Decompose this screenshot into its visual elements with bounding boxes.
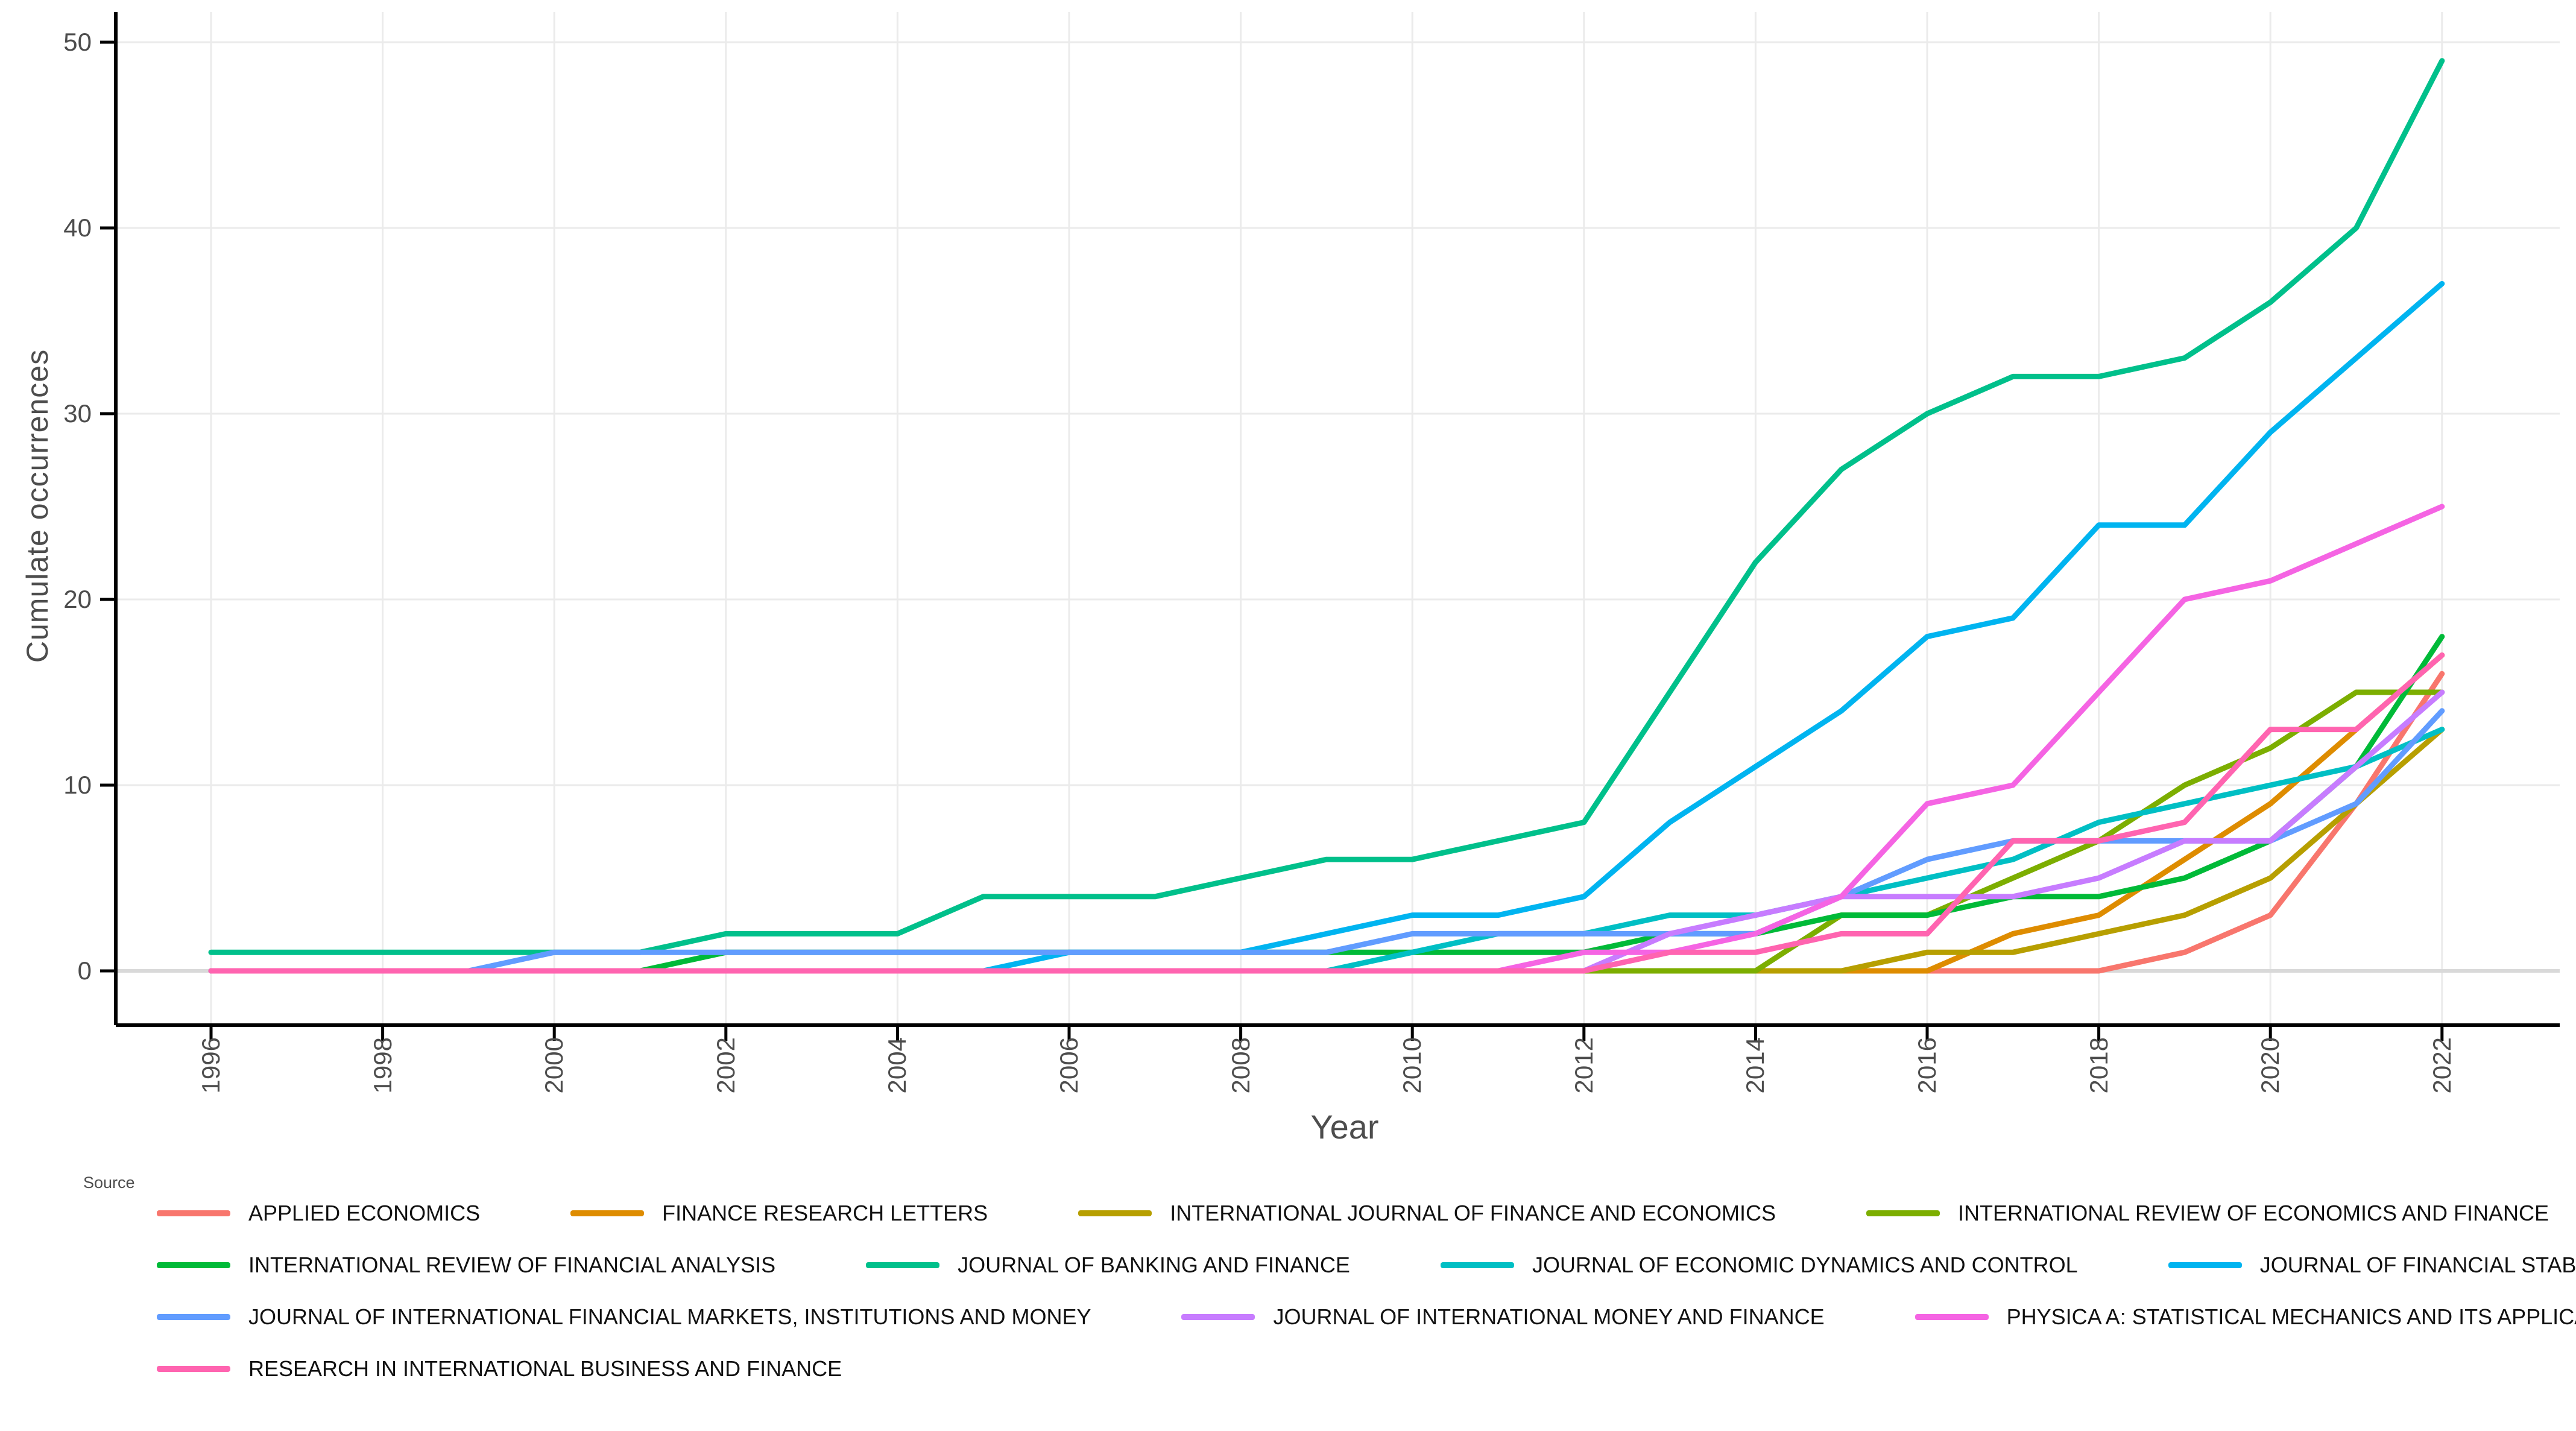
legend-key-swatch bbox=[157, 1262, 230, 1268]
legend-item: INTERNATIONAL REVIEW OF ECONOMICS AND FI… bbox=[1866, 1201, 2549, 1226]
legend-item: JOURNAL OF BANKING AND FINANCE bbox=[866, 1253, 1350, 1278]
x-tick-label-2012: 2012 bbox=[1569, 1037, 1598, 1094]
legend-row-1: APPLIED ECONOMICS FINANCE RESEARCH LETTER… bbox=[157, 1201, 2551, 1226]
series-line-research-in-international-business-and-finance bbox=[208, 652, 2445, 974]
series-line-finance-research-letters bbox=[208, 652, 2445, 974]
y-tick-label-10: 10 bbox=[63, 771, 92, 799]
legend-item: JOURNAL OF INTERNATIONAL MONEY AND FINAN… bbox=[1181, 1304, 1825, 1330]
legend-key-swatch bbox=[157, 1314, 230, 1320]
legend-item-label: PHYSICA A: STATISTICAL MECHANICS AND ITS… bbox=[2006, 1304, 2576, 1329]
x-axis-title: Year bbox=[1310, 1108, 1379, 1146]
x-tick-label-2010: 2010 bbox=[1398, 1037, 1427, 1094]
legend-item: PHYSICA A: STATISTICAL MECHANICS AND ITS… bbox=[1915, 1304, 2576, 1330]
x-tick-label-2006: 2006 bbox=[1055, 1037, 1083, 1094]
y-tick-label-30: 30 bbox=[63, 399, 92, 428]
legend-item-label: INTERNATIONAL JOURNAL OF FINANCE AND ECO… bbox=[1170, 1201, 1776, 1225]
x-tick-label-2014: 2014 bbox=[1741, 1037, 1770, 1094]
legend-item-label: RESEARCH IN INTERNATIONAL BUSINESS AND F… bbox=[248, 1356, 842, 1381]
legend-rows: APPLIED ECONOMICS FINANCE RESEARCH LETTER… bbox=[78, 1201, 2576, 1382]
x-tick-label-2004: 2004 bbox=[883, 1037, 912, 1094]
legend-item: APPLIED ECONOMICS bbox=[157, 1201, 480, 1226]
legend-item-label: APPLIED ECONOMICS bbox=[248, 1201, 481, 1225]
legend-row-2: INTERNATIONAL REVIEW OF FINANCIAL ANALYS… bbox=[157, 1253, 2576, 1278]
legend-key-swatch bbox=[1078, 1210, 1152, 1216]
legend-key-swatch bbox=[1915, 1314, 1989, 1320]
legend-title: Source bbox=[83, 1174, 135, 1192]
x-tick-label-2018: 2018 bbox=[2084, 1037, 2113, 1094]
x-tick-label-1996: 1996 bbox=[197, 1037, 225, 1094]
legend-item-label: JOURNAL OF FINANCIAL STABILITY bbox=[2259, 1253, 2576, 1277]
legend-item-label: INTERNATIONAL REVIEW OF FINANCIAL ANALYS… bbox=[248, 1253, 776, 1277]
legend-key-swatch bbox=[157, 1366, 230, 1372]
legend-row-4: RESEARCH IN INTERNATIONAL BUSINESS AND F… bbox=[157, 1356, 2551, 1382]
legend-key-swatch bbox=[866, 1262, 940, 1268]
x-tick-label-2020: 2020 bbox=[2256, 1037, 2285, 1094]
x-tick-label-2000: 2000 bbox=[540, 1037, 569, 1094]
legend-key-swatch bbox=[570, 1210, 645, 1216]
legend-key-swatch bbox=[157, 1210, 230, 1216]
y-tick-label-0: 0 bbox=[77, 956, 92, 985]
series-line-international-review-of-economics-and-finance bbox=[208, 689, 2445, 974]
legend-key-swatch bbox=[1866, 1210, 1940, 1216]
x-tick-label-2008: 2008 bbox=[1226, 1037, 1255, 1094]
legend-key-swatch bbox=[2168, 1262, 2242, 1268]
series-line-journal-of-financial-stability bbox=[208, 280, 2445, 974]
legend-item-label: JOURNAL OF BANKING AND FINANCE bbox=[958, 1253, 1350, 1277]
cumulative-occurrences-line-chart bbox=[100, 12, 2560, 1041]
x-tick-label-2002: 2002 bbox=[711, 1037, 740, 1094]
legend: Source APPLIED ECONOMICS FINANCE RESEARCH… bbox=[78, 1174, 2576, 1382]
legend-item-label: JOURNAL OF ECONOMIC DYNAMICS AND CONTROL bbox=[1532, 1253, 2078, 1277]
legend-item-label: JOURNAL OF INTERNATIONAL FINANCIAL MARKE… bbox=[248, 1304, 1091, 1329]
legend-item: FINANCE RESEARCH LETTERS bbox=[570, 1201, 988, 1226]
series-line-journal-of-international-money-and-finance bbox=[208, 689, 2445, 974]
legend-item: RESEARCH IN INTERNATIONAL BUSINESS AND F… bbox=[157, 1356, 842, 1382]
legend-item-label: INTERNATIONAL REVIEW OF ECONOMICS AND FI… bbox=[1957, 1201, 2549, 1225]
x-tick-label-2022: 2022 bbox=[2427, 1037, 2456, 1094]
legend-item: JOURNAL OF ECONOMIC DYNAMICS AND CONTROL bbox=[1440, 1253, 2078, 1278]
y-tick-label-20: 20 bbox=[63, 585, 92, 613]
legend-item-label: FINANCE RESEARCH LETTERS bbox=[662, 1201, 988, 1225]
x-tick-label-2016: 2016 bbox=[1913, 1037, 1941, 1094]
y-tick-label-50: 50 bbox=[63, 28, 92, 56]
y-axis-title: Cumulate occurrences bbox=[21, 349, 54, 663]
legend-item: JOURNAL OF INTERNATIONAL FINANCIAL MARKE… bbox=[157, 1304, 1091, 1330]
legend-key-swatch bbox=[1440, 1262, 1514, 1268]
legend-item: INTERNATIONAL REVIEW OF FINANCIAL ANALYS… bbox=[157, 1253, 775, 1278]
legend-item: INTERNATIONAL JOURNAL OF FINANCE AND ECO… bbox=[1078, 1201, 1776, 1226]
y-tick-label-40: 40 bbox=[63, 213, 92, 242]
legend-row-3: JOURNAL OF INTERNATIONAL FINANCIAL MARKE… bbox=[157, 1304, 2576, 1330]
legend-item-label: JOURNAL OF INTERNATIONAL MONEY AND FINAN… bbox=[1273, 1304, 1825, 1329]
legend-item: JOURNAL OF FINANCIAL STABILITY bbox=[2168, 1253, 2576, 1278]
series-line-physica-a-statistical-mechanics-and-its-applications bbox=[208, 504, 2445, 974]
legend-key-swatch bbox=[1181, 1314, 1255, 1320]
x-tick-label-1998: 1998 bbox=[368, 1037, 397, 1094]
